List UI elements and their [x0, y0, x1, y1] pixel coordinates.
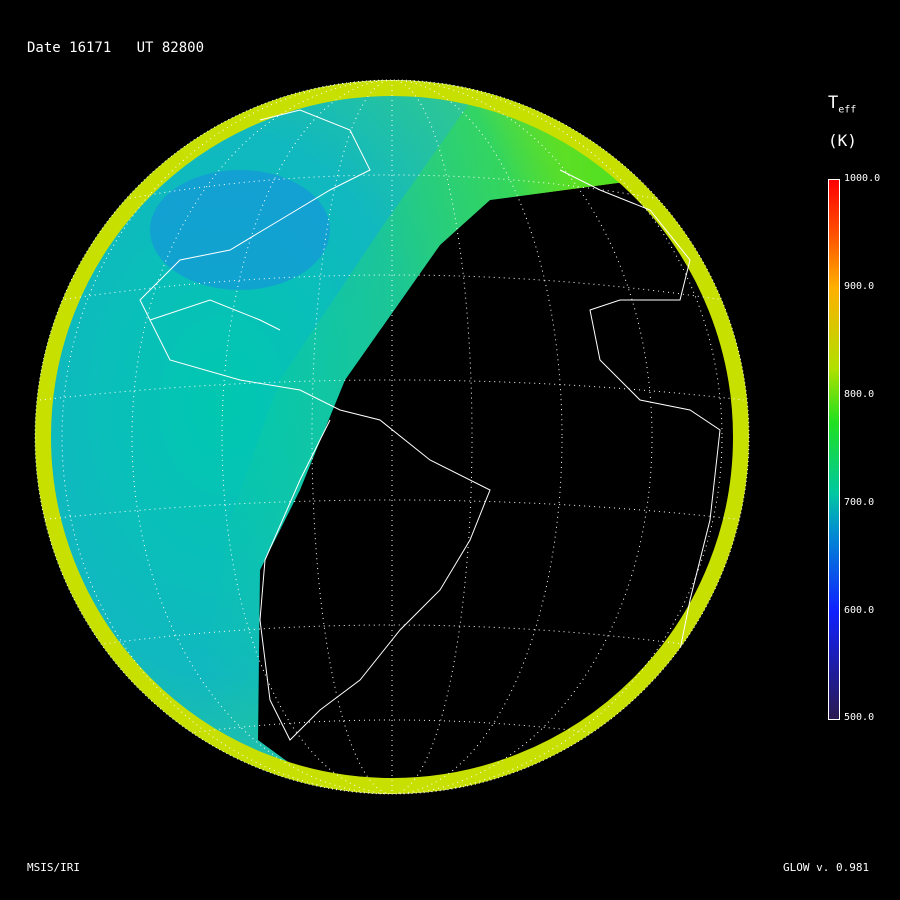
dayside-heatmap: [35, 80, 749, 794]
colorbar-label: Teff: [828, 93, 856, 115]
plot-title: Date 16171 UT 82800: [27, 40, 205, 56]
colorbar-tick: 900.0: [844, 281, 875, 292]
colorbar-tick: 600.0: [844, 605, 875, 616]
graticule: [39, 80, 745, 794]
model-label: MSIS/IRI: [27, 861, 80, 874]
globe-limb: [34, 79, 750, 795]
coastlines: [139, 109, 721, 741]
colorbar-tick: 800.0: [844, 389, 875, 400]
colorbar-tick: 1000.0: [844, 173, 881, 184]
colorbar: [828, 179, 840, 720]
version-label: GLOW v. 0.981: [783, 861, 870, 874]
colorbar-label-main: T: [828, 93, 839, 113]
colorbar-tick: 500.0: [844, 712, 875, 723]
colorbar-tick: 700.0: [844, 497, 875, 508]
colorbar-label-sub: eff: [838, 104, 857, 116]
colorbar-unit: (K): [828, 131, 857, 150]
